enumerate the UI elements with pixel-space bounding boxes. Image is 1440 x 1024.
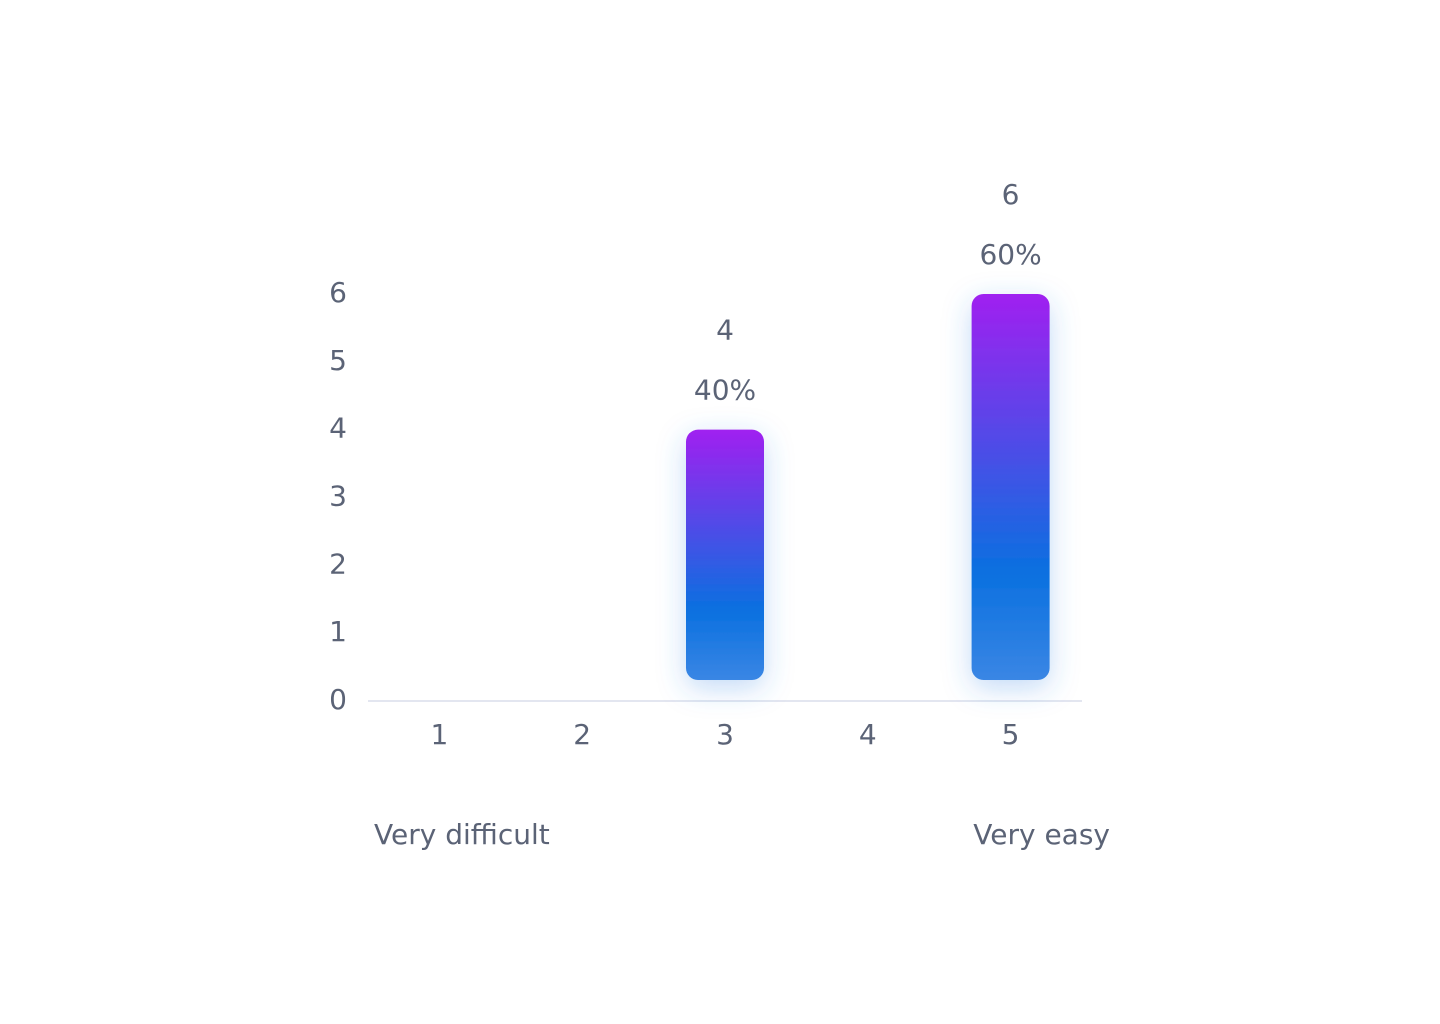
percent-label: 60% xyxy=(979,238,1041,271)
high-annotation: Very easy xyxy=(973,818,1110,851)
x-tick-label: 2 xyxy=(573,718,591,751)
low-annotation: Very difficult xyxy=(374,818,550,851)
x-tick-label: 3 xyxy=(716,718,734,751)
value-label: 6 xyxy=(1002,178,1020,211)
y-tick-label: 4 xyxy=(329,412,347,445)
y-tick-label: 1 xyxy=(329,615,347,648)
y-tick-label: 3 xyxy=(329,480,347,513)
y-tick-label: 0 xyxy=(329,683,347,716)
x-tick-label: 1 xyxy=(430,718,448,751)
percent-label: 40% xyxy=(694,374,756,407)
y-tick-label: 2 xyxy=(329,547,347,580)
value-label: 4 xyxy=(716,314,734,347)
y-tick-label: 5 xyxy=(329,344,347,377)
x-tick-label: 4 xyxy=(859,718,877,751)
bar xyxy=(686,429,764,680)
bar xyxy=(971,294,1050,680)
x-tick-label: 5 xyxy=(1002,718,1020,751)
y-tick-label: 6 xyxy=(329,276,347,309)
